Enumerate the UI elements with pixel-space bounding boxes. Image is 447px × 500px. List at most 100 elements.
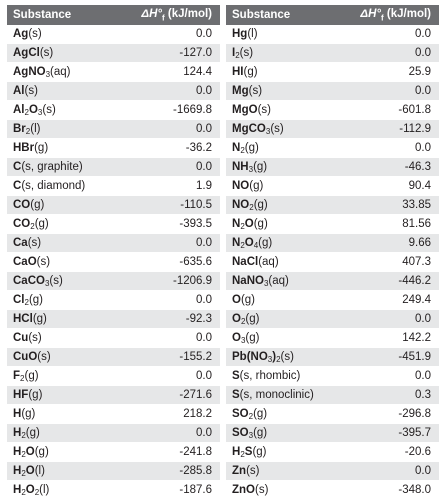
table-row: CO(g) -110.5 xyxy=(7,195,220,215)
table-row: HI(g) 25.9 xyxy=(226,62,439,82)
enthalpy-value: -20.6 xyxy=(338,442,439,462)
formula-subscript: 2 xyxy=(240,222,245,231)
formula-part: O xyxy=(28,104,38,116)
substance-cell: C(s, graphite) xyxy=(7,157,119,177)
enthalpy-value: -451.9 xyxy=(338,347,439,367)
substance-cell: Hg(l) xyxy=(226,25,338,44)
header-enthalpy-symbol: ΔH° xyxy=(360,7,382,20)
substance-cell: SO3(g) xyxy=(226,423,338,443)
substance-cell: Ca(s) xyxy=(7,233,119,253)
formula-part: AgNO xyxy=(13,66,46,78)
table-row: N2O(g) 81.56 xyxy=(226,214,439,234)
enthalpy-value: -635.6 xyxy=(119,252,220,272)
enthalpy-value: -1669.8 xyxy=(119,100,220,120)
state-label: (s) xyxy=(28,28,42,40)
formula-subscript: 2 xyxy=(30,222,35,231)
header-enthalpy-sub: f xyxy=(162,13,165,23)
state-label: (g) xyxy=(245,332,260,344)
formula-subscript: 2 xyxy=(248,412,254,421)
formula-subscript: 2 xyxy=(276,355,281,364)
table-row: Pb(NO3)2(s) -451.9 xyxy=(226,347,439,367)
substance-cell: Al2O3(s) xyxy=(7,100,119,120)
table-row: ZnO(s) -348.0 xyxy=(226,480,439,500)
substance-cell: N2O4(g) xyxy=(226,233,338,253)
state-label: (g) xyxy=(32,313,47,325)
formula-part: NO xyxy=(232,180,250,192)
formula-part: O xyxy=(25,465,35,477)
formula-part: HI xyxy=(232,66,244,78)
substance-cell: SO2(g) xyxy=(226,404,338,424)
enthalpy-value: 0.0 xyxy=(338,309,439,329)
table-row: N2O4(g) 9.66 xyxy=(226,233,439,253)
formula-part: S xyxy=(232,370,240,382)
table-row: Mg(s) 0.0 xyxy=(226,81,439,101)
substance-cell: NO2(g) xyxy=(226,195,338,215)
table-row: C(s, diamond) 1.9 xyxy=(7,176,220,196)
formula-subscript: 2 xyxy=(21,431,26,440)
substance-cell: O(g) xyxy=(226,290,338,310)
table-row: H2O(l) -285.8 xyxy=(7,461,220,481)
state-label: (s) xyxy=(37,351,51,363)
substance-cell: AgNO3(aq) xyxy=(7,62,119,82)
state-label: (g) xyxy=(253,408,268,420)
state-label: (s) xyxy=(270,123,284,135)
formula-part: O xyxy=(25,446,35,458)
substance-cell: AgCl(s) xyxy=(7,43,119,63)
table-row: NaCl(aq) 407.3 xyxy=(226,252,439,272)
state-label: (l) xyxy=(39,484,50,496)
substance-cell: S(s, rhombic) xyxy=(226,366,338,386)
table-row: AgCl(s) -127.0 xyxy=(7,43,220,63)
formula-part: O xyxy=(25,484,35,496)
formula-part: HCl xyxy=(13,313,33,325)
enthalpy-value: 1.9 xyxy=(119,176,220,196)
table-row: O(g) 249.4 xyxy=(226,290,439,310)
formula-part: S xyxy=(232,389,240,401)
enthalpy-value: 90.4 xyxy=(338,176,439,196)
substance-cell: HI(g) xyxy=(226,62,338,82)
formula-subscript: 4 xyxy=(253,241,259,250)
formula-part: N xyxy=(232,218,241,230)
substance-cell: H2(g) xyxy=(7,423,119,443)
formula-part: NaCl xyxy=(232,256,259,268)
table-row: Hg(l) 0.0 xyxy=(226,25,439,44)
formula-part: H xyxy=(13,465,22,477)
table-row: CaO(s) -635.6 xyxy=(7,252,220,272)
formula-part: CO xyxy=(13,199,31,211)
substance-cell: HBr(g) xyxy=(7,138,119,158)
formula-part: H xyxy=(232,446,241,458)
table-row: Al(s) 0.0 xyxy=(7,81,220,101)
table-row: Cu(s) 0.0 xyxy=(7,328,220,348)
state-label: (g) xyxy=(253,199,268,211)
formula-subscript: 3 xyxy=(267,355,273,364)
state-label: (g) xyxy=(25,427,40,439)
state-label: (g) xyxy=(28,294,44,306)
enthalpy-value: -36.2 xyxy=(119,138,220,158)
enthalpy-value: -112.9 xyxy=(338,119,439,139)
table-row: HCl(g) -92.3 xyxy=(7,309,220,329)
substance-cell: Br2(l) xyxy=(7,119,119,139)
table-row: H2O(g) -241.8 xyxy=(7,442,220,462)
formula-part: Pb(NO xyxy=(232,351,268,363)
enthalpy-value: 407.3 xyxy=(338,252,439,272)
substance-cell: CaO(s) xyxy=(7,252,119,272)
header-enthalpy-unit: (kJ/mol) xyxy=(383,7,431,20)
formula-subscript: 2 xyxy=(235,51,240,60)
enthalpy-value: 142.2 xyxy=(338,328,439,348)
substance-cell: CuO(s) xyxy=(7,347,119,367)
table-row: Zn(s) 0.0 xyxy=(226,461,439,481)
table-row: Ag(s) 0.0 xyxy=(7,25,220,44)
state-label: (aq) xyxy=(50,66,71,78)
formula-subscript: 2 xyxy=(240,241,245,250)
formula-part: CaCO xyxy=(13,275,45,287)
substance-cell: C(s, diamond) xyxy=(7,176,119,196)
header-row: Substance ΔH°f (kJ/mol) xyxy=(226,5,439,25)
formula-part: CaO xyxy=(13,256,37,268)
state-label: (s) xyxy=(42,104,56,116)
enthalpy-value: -296.8 xyxy=(338,404,439,424)
table-row: Br2(l) 0.0 xyxy=(7,119,220,139)
state-label: (g) xyxy=(240,294,256,306)
substance-cell: H(g) xyxy=(7,404,119,424)
formula-part: H xyxy=(13,484,22,496)
substance-cell: Cu(s) xyxy=(7,328,119,348)
state-label: (g) xyxy=(34,142,49,154)
